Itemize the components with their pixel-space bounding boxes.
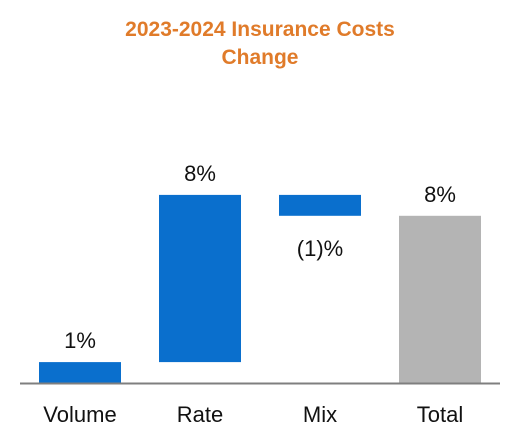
data-label-total: 8% (424, 182, 456, 207)
data-label-rate: 8% (184, 161, 216, 186)
chart-title-line-2: Change (221, 46, 299, 69)
category-label-rate: Rate (177, 402, 223, 427)
chart-title: 2023-2024 Insurance Costs Change (0, 16, 520, 72)
category-label-volume: Volume (43, 402, 116, 427)
bar-mix (279, 194, 361, 216)
category-label-mix: Mix (303, 402, 337, 427)
bar-volume (39, 362, 121, 383)
bar-rate (159, 194, 241, 363)
chart-title-line-1: 2023-2024 Insurance Costs (125, 18, 395, 41)
data-label-mix: (1)% (297, 236, 343, 261)
category-label-total: Total (417, 402, 463, 427)
data-label-volume: 1% (64, 328, 96, 353)
bar-total (399, 215, 481, 383)
